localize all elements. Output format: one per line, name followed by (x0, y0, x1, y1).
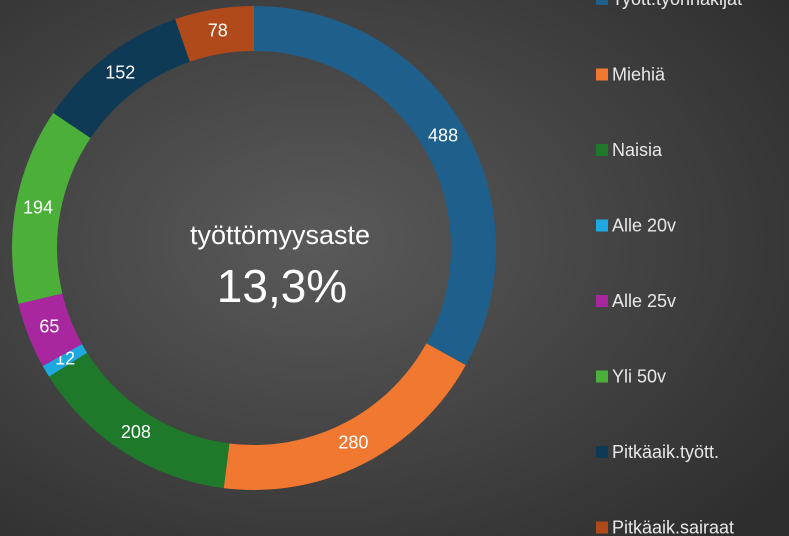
center-value: 13,3% (217, 260, 347, 312)
legend-swatch (596, 295, 608, 307)
slice (18, 293, 83, 367)
data-label: 194 (23, 198, 53, 218)
slice (11, 112, 91, 304)
data-label: 280 (338, 432, 368, 452)
legend-swatch (596, 446, 608, 458)
data-label: 488 (428, 125, 458, 145)
legend-swatch (596, 144, 608, 156)
legend-label: Yli 50v (612, 366, 666, 386)
center-label: työttömyysaste (190, 220, 370, 250)
slice (49, 352, 230, 489)
data-label: 65 (39, 316, 59, 336)
legend-label: Alle 25v (612, 291, 676, 311)
legend-swatch (596, 521, 608, 534)
slice (53, 19, 190, 139)
legend-label: Alle 20v (612, 215, 676, 235)
legend-swatch (596, 0, 608, 5)
slice (223, 343, 466, 490)
legend-label: Pitkäaik.sairaat (612, 517, 734, 536)
legend-swatch (596, 219, 608, 232)
data-label: 208 (121, 422, 151, 442)
data-label: 78 (208, 20, 228, 40)
legend-label: Naisia (612, 140, 663, 160)
slice (175, 6, 254, 62)
slice (42, 344, 88, 377)
legend-swatch (596, 370, 608, 383)
slice (254, 6, 497, 366)
legend-swatch (596, 68, 608, 81)
legend-label: Miehiä (612, 64, 666, 84)
legend-label: Pitkäaik.tyött. (612, 442, 719, 462)
legend-label: Tyött.työnhakijat (612, 0, 742, 9)
data-label: 152 (105, 63, 135, 83)
